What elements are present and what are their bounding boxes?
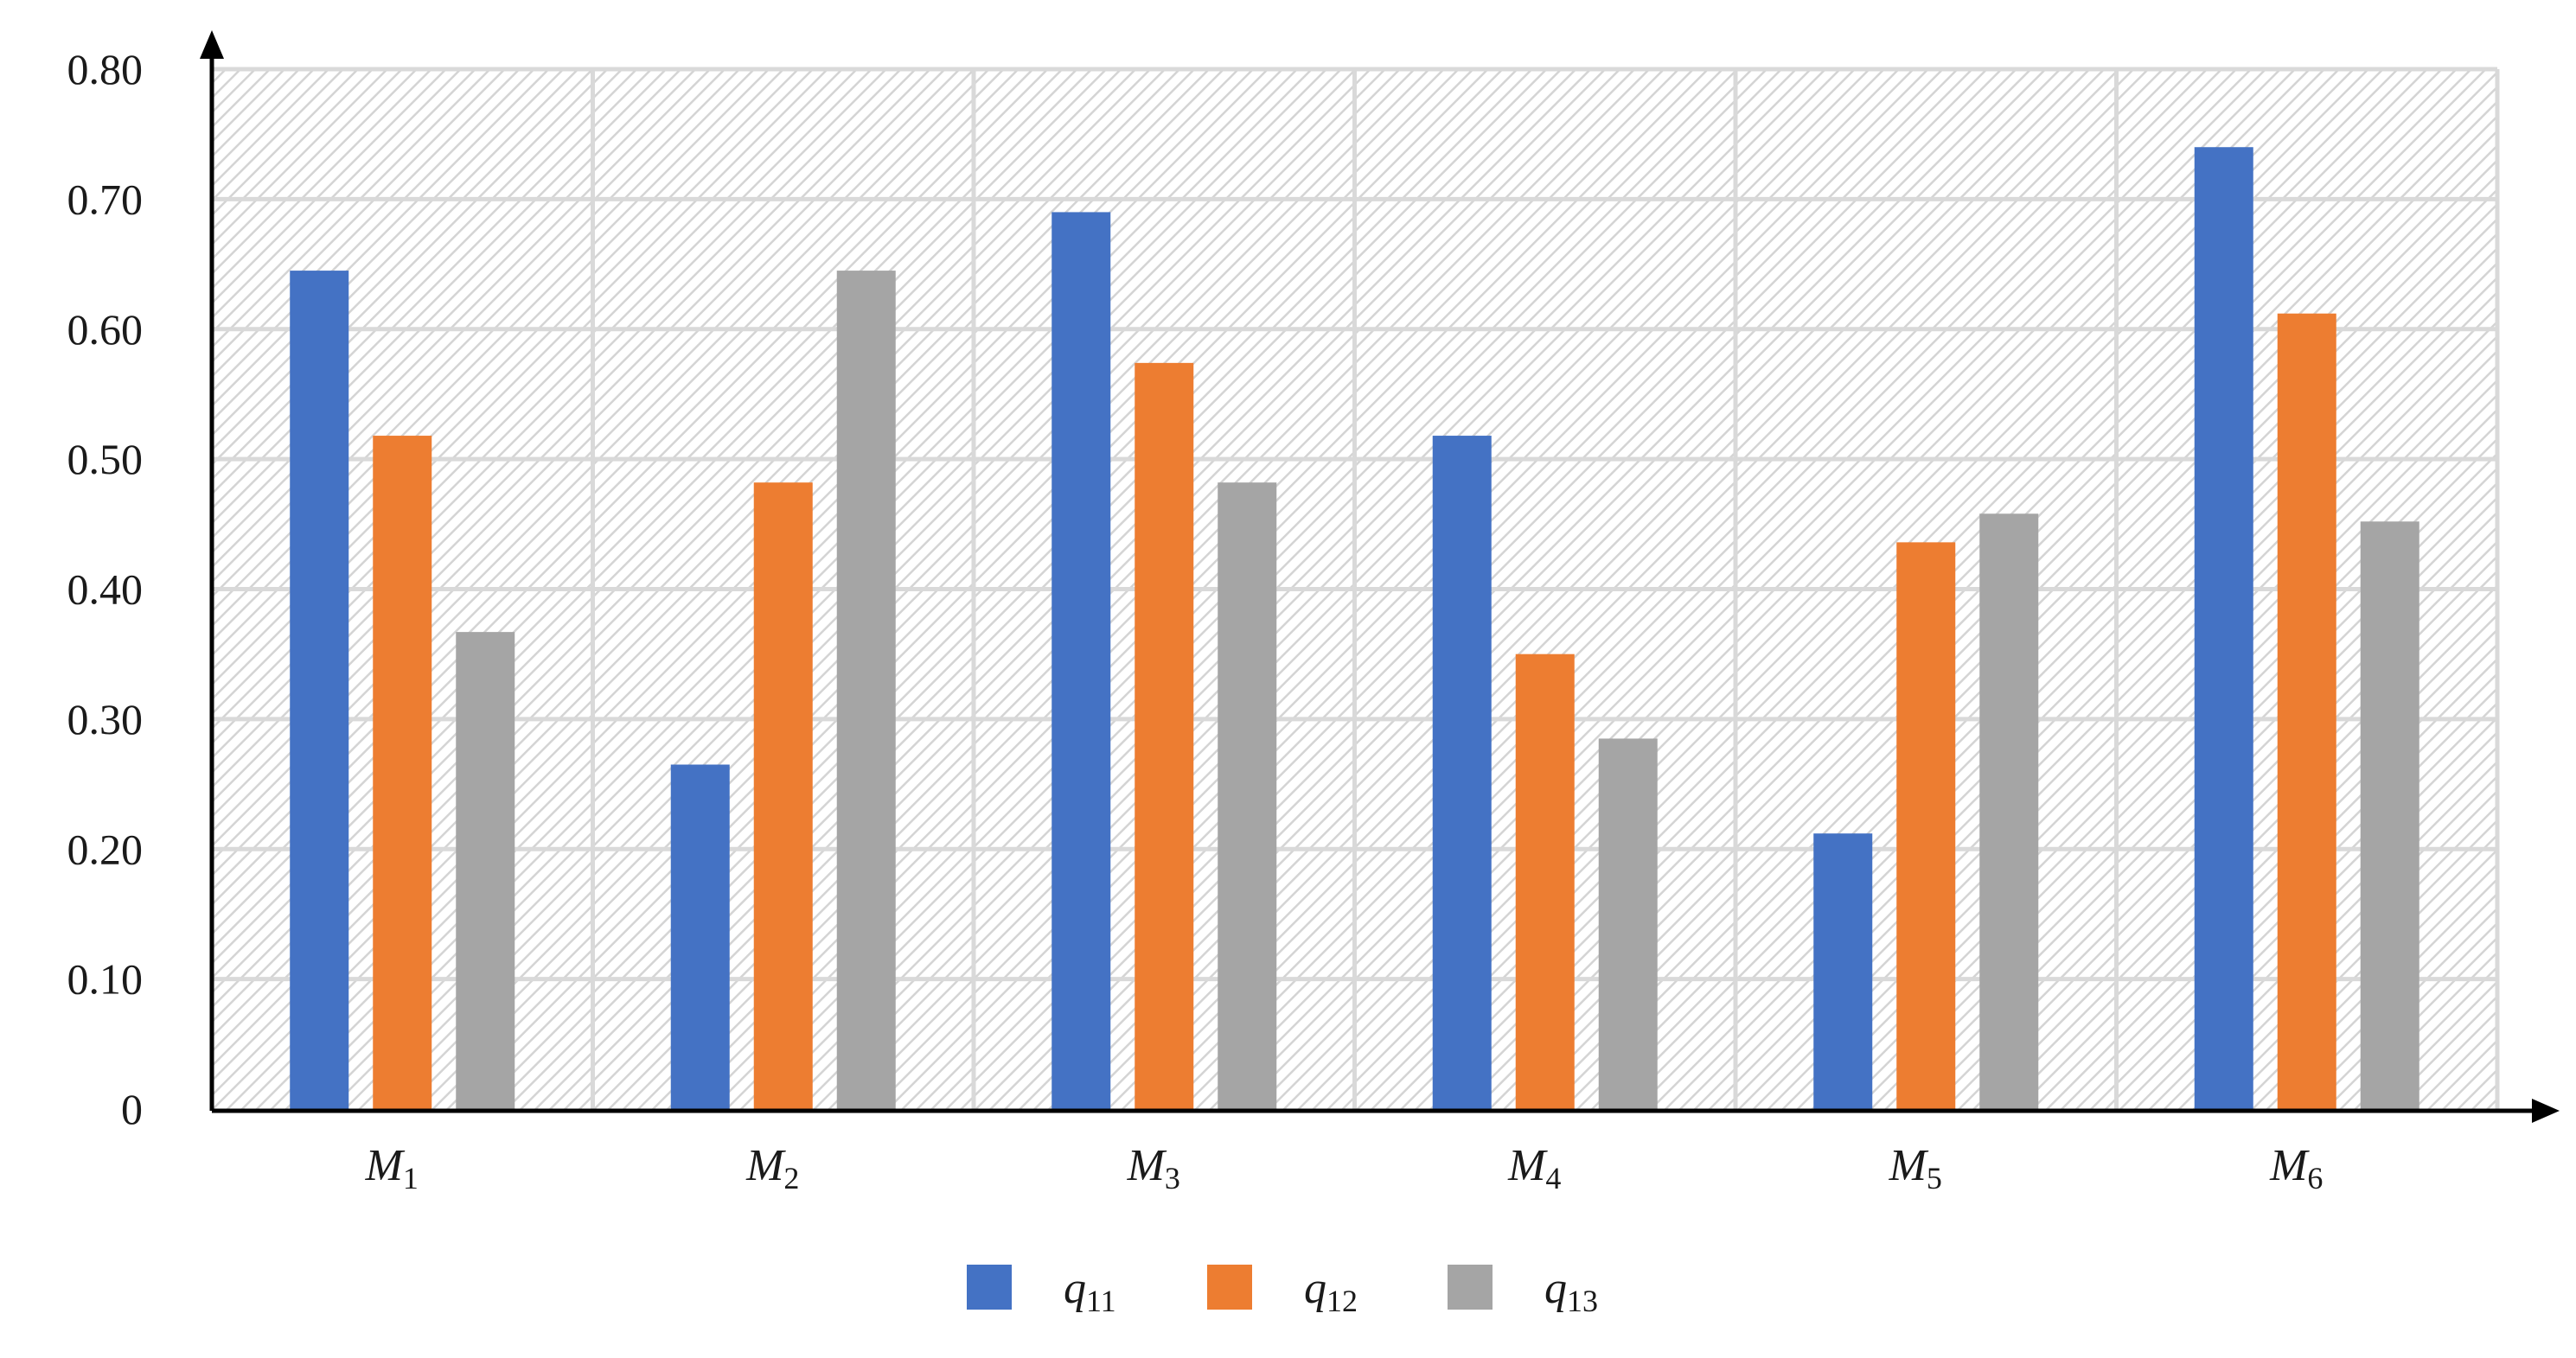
bar — [753, 482, 813, 1109]
x-category-label: M5 — [1889, 1141, 1942, 1195]
bar — [1979, 513, 2039, 1109]
bar — [1432, 436, 1492, 1109]
x-axis-arrow-icon — [2532, 1099, 2560, 1123]
bar — [2360, 521, 2419, 1109]
y-tick-label: 0.80 — [67, 45, 144, 93]
x-category-label: M2 — [745, 1141, 799, 1195]
legend-label: q12 — [1304, 1264, 1358, 1318]
bars — [290, 147, 2419, 1110]
y-tick-label: 0.20 — [67, 825, 144, 873]
legend-label: q13 — [1544, 1264, 1598, 1318]
bar — [1598, 738, 1658, 1109]
y-tick-label: 0.70 — [67, 175, 144, 223]
legend-label: q11 — [1064, 1264, 1116, 1318]
x-category-label: M1 — [365, 1141, 419, 1195]
bar — [670, 764, 730, 1109]
axes — [200, 30, 2560, 1123]
bar — [373, 436, 432, 1109]
y-tick-label: 0.60 — [67, 305, 144, 354]
bar — [456, 632, 515, 1109]
legend: q11 q12 q13 — [967, 1264, 1598, 1318]
bar — [2194, 147, 2253, 1110]
bar — [1135, 362, 1194, 1109]
bar — [1813, 833, 1873, 1109]
y-tick-label: 0 — [121, 1085, 143, 1133]
legend-swatch — [1448, 1265, 1493, 1310]
y-axis-arrow-icon — [200, 30, 224, 59]
y-tick-label: 0.40 — [67, 565, 144, 614]
bar — [1218, 482, 1277, 1109]
y-tick-label: 0.10 — [67, 955, 144, 1004]
x-category-label: M6 — [2269, 1141, 2323, 1195]
bar — [290, 271, 349, 1109]
y-tick-label: 0.30 — [67, 695, 144, 743]
legend-swatch — [967, 1265, 1012, 1310]
bar — [1051, 212, 1111, 1110]
legend-swatch — [1207, 1265, 1252, 1310]
y-tick-label: 0.50 — [67, 435, 144, 483]
gridlines — [212, 67, 2500, 1109]
bar — [2277, 313, 2336, 1110]
x-category-label: M4 — [1507, 1141, 1561, 1195]
x-category-label: M3 — [1127, 1141, 1180, 1195]
x-axis-categories: M1 M2 M3 M4 M5 M6 — [365, 1141, 2324, 1195]
y-axis-ticks: 0 0.10 0.20 0.30 0.40 0.50 0.60 0.70 0.80 — [67, 45, 144, 1133]
bar — [1896, 542, 1956, 1109]
bar — [1515, 653, 1575, 1109]
bar — [836, 271, 896, 1109]
